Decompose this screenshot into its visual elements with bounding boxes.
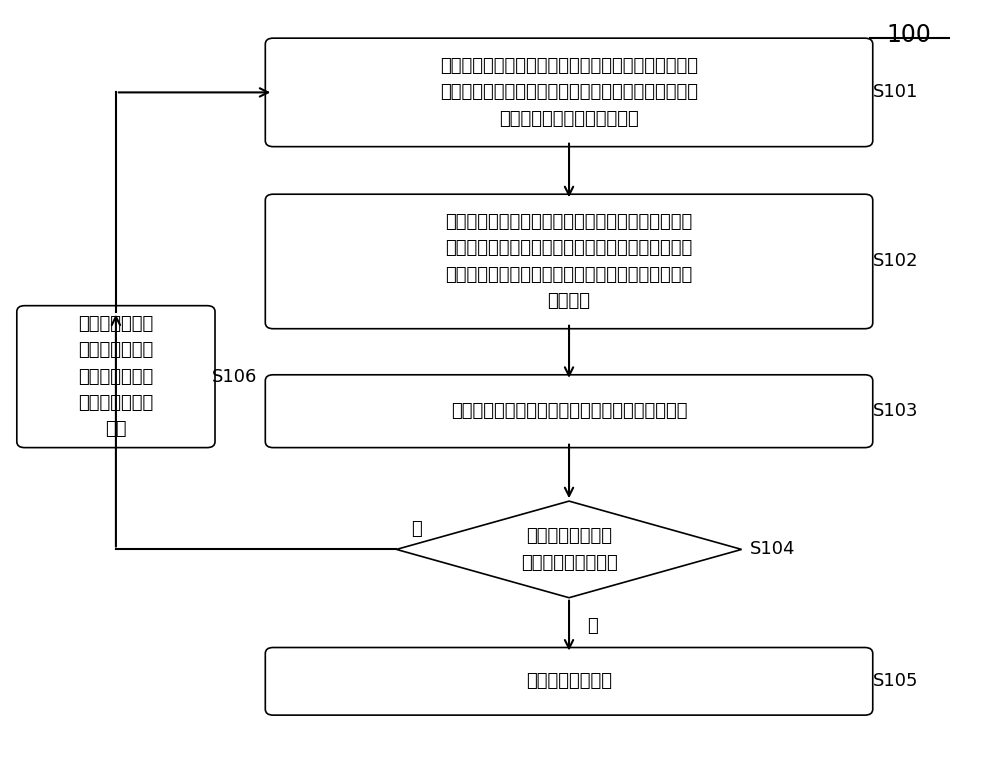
- Text: 基于所述航班运行情况计算至少一个航班运行指标: 基于所述航班运行情况计算至少一个航班运行指标: [451, 402, 687, 420]
- Text: S106: S106: [212, 368, 257, 385]
- Text: 获取在预定调整时间段内的航班计划和机场通行能力，
所述航班计划包括多个航班的航班号信息、航线信息、
计划起飞时间、计划到达时间: 获取在预定调整时间段内的航班计划和机场通行能力， 所述航班计划包括多个航班的航班…: [440, 57, 698, 128]
- FancyBboxPatch shape: [17, 306, 215, 447]
- FancyBboxPatch shape: [265, 195, 873, 329]
- Text: 100: 100: [887, 23, 932, 47]
- Text: 是: 是: [587, 617, 598, 634]
- Text: 基于所述机场通行能力预测所述航班计划的航班运行
情况，所述航班运行情况包括在所述航班计划中包括
的各个航班的预测起飞时间、预测到达时间以及预测
过点时间: 基于所述机场通行能力预测所述航班计划的航班运行 情况，所述航班运行情况包括在所述…: [445, 213, 693, 310]
- Text: 基于所述航班运
行情况和所述机
场通行能力对所
述航班计划进行
调整: 基于所述航班运 行情况和所述机 场通行能力对所 述航班计划进行 调整: [78, 315, 154, 438]
- FancyBboxPatch shape: [265, 38, 873, 147]
- Polygon shape: [396, 501, 742, 598]
- Text: 输出所述航班计划: 输出所述航班计划: [526, 672, 612, 690]
- Text: S104: S104: [749, 540, 795, 559]
- Text: 所述航班运行指标
满足预设指标阈值？: 所述航班运行指标 满足预设指标阈值？: [521, 527, 617, 572]
- Text: S103: S103: [873, 402, 918, 420]
- FancyBboxPatch shape: [265, 375, 873, 447]
- Text: S102: S102: [873, 253, 918, 270]
- Text: 否: 否: [411, 520, 422, 538]
- Text: S101: S101: [873, 83, 918, 101]
- Text: S105: S105: [873, 672, 918, 690]
- FancyBboxPatch shape: [265, 647, 873, 715]
